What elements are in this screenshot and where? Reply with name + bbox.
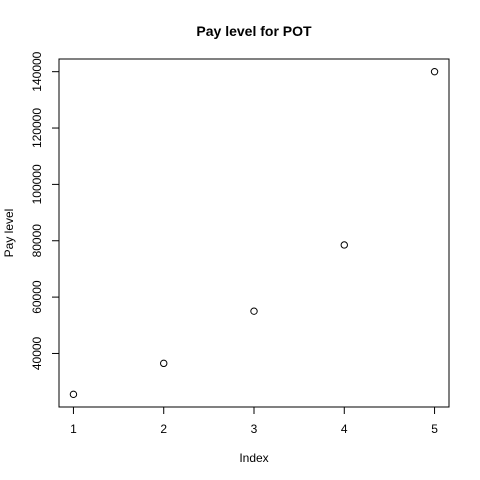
- y-tick-label: 140000: [30, 51, 44, 91]
- x-axis-label: Index: [239, 451, 268, 465]
- data-point: [340, 241, 348, 249]
- x-tick-label: 2: [160, 422, 167, 436]
- data-points: [69, 67, 439, 399]
- y-tick-label: 60000: [30, 280, 44, 314]
- y-tick-label: 40000: [30, 336, 44, 370]
- y-tick-label: 120000: [30, 108, 44, 148]
- x-axis: 1 2 3 4 5: [70, 406, 438, 436]
- data-point: [430, 67, 439, 76]
- chart-title: Pay level for POT: [196, 23, 312, 39]
- x-tick-label: 5: [431, 422, 438, 436]
- data-point: [69, 390, 78, 399]
- x-tick-label: 4: [341, 422, 348, 436]
- y-tick-label: 100000: [30, 164, 44, 204]
- x-tick-label: 1: [70, 422, 77, 436]
- y-axis-label: Pay level: [2, 209, 16, 258]
- x-tick-label: 3: [251, 422, 258, 436]
- y-axis: 40000 60000 80000 100000 120000 140000: [30, 51, 60, 370]
- data-point: [250, 307, 258, 315]
- data-point: [160, 359, 168, 368]
- plot-frame: [58, 58, 450, 408]
- y-tick-label: 80000: [30, 224, 44, 258]
